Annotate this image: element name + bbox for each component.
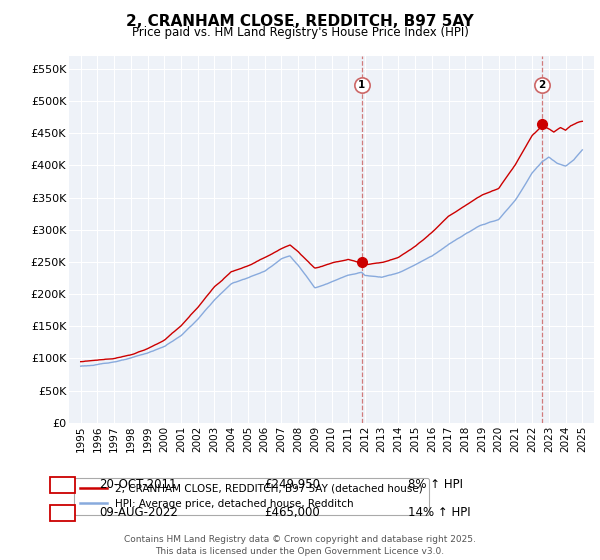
- Text: 1: 1: [58, 478, 67, 492]
- Text: 2: 2: [58, 506, 67, 520]
- Text: Price paid vs. HM Land Registry's House Price Index (HPI): Price paid vs. HM Land Registry's House …: [131, 26, 469, 39]
- Text: 2, CRANHAM CLOSE, REDDITCH, B97 5AY: 2, CRANHAM CLOSE, REDDITCH, B97 5AY: [126, 14, 474, 29]
- Text: 09-AUG-2022: 09-AUG-2022: [99, 506, 178, 520]
- Text: 20-OCT-2011: 20-OCT-2011: [99, 478, 176, 492]
- Text: £249,950: £249,950: [264, 478, 320, 492]
- Text: 14% ↑ HPI: 14% ↑ HPI: [408, 506, 470, 520]
- Text: 8% ↑ HPI: 8% ↑ HPI: [408, 478, 463, 492]
- Text: £465,000: £465,000: [264, 506, 320, 520]
- Text: 1: 1: [358, 80, 365, 90]
- Legend: 2, CRANHAM CLOSE, REDDITCH, B97 5AY (detached house), HPI: Average price, detach: 2, CRANHAM CLOSE, REDDITCH, B97 5AY (det…: [74, 478, 429, 515]
- Text: Contains HM Land Registry data © Crown copyright and database right 2025.
This d: Contains HM Land Registry data © Crown c…: [124, 535, 476, 556]
- Text: 2: 2: [539, 80, 546, 90]
